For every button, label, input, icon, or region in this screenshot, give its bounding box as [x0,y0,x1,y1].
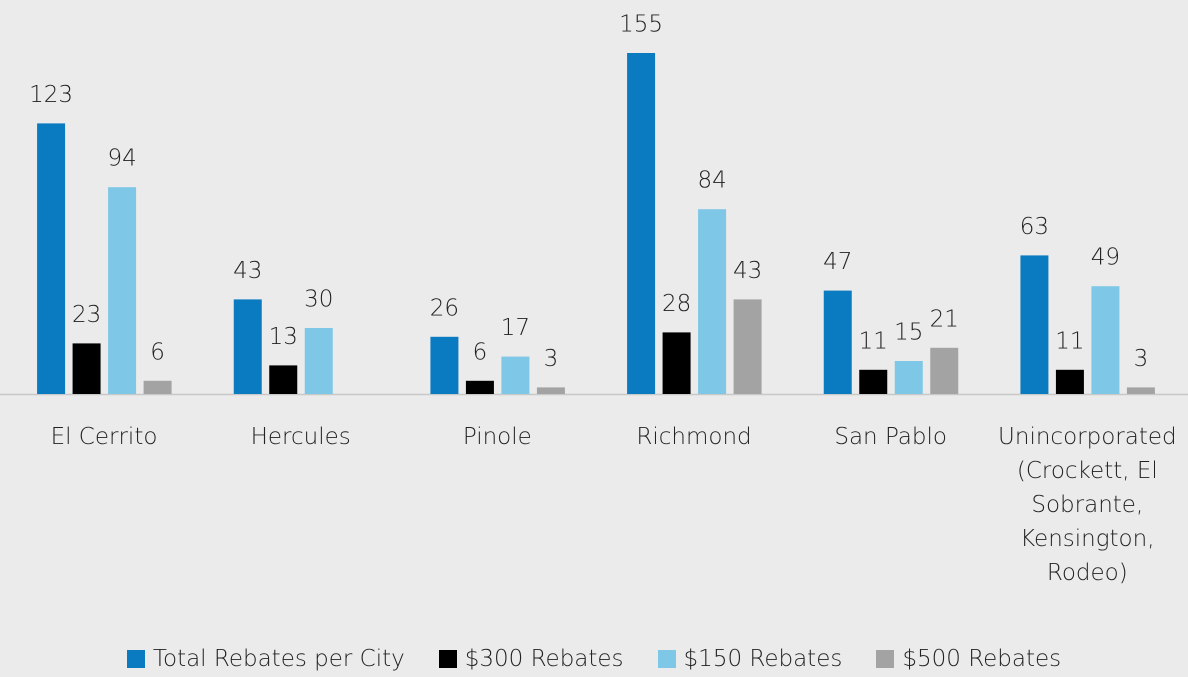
bar [1020,255,1049,394]
data-label: 23 [72,302,101,328]
data-label: 13 [269,324,298,350]
legend-item: $500 Rebates [876,646,1061,672]
data-label: 49 [1091,245,1120,271]
data-label: 43 [233,258,262,284]
legend-label: Total Rebates per City [152,646,405,672]
legend-swatch [438,650,457,668]
x-tick-label: Hercules [250,424,351,450]
bar [501,356,530,394]
data-label: 3 [544,346,559,372]
bar [1126,387,1155,394]
data-label: 21 [930,306,959,332]
x-tick-label: San Pablo [834,424,947,450]
legend-swatch [126,650,145,668]
bar [233,299,262,394]
data-label: 30 [304,287,333,313]
legend-item: $150 Rebates [657,646,843,672]
bar [465,380,494,394]
legend-label: $300 Rebates [464,646,624,672]
data-label: 155 [619,12,663,38]
data-label: 6 [473,339,488,365]
data-label: 3 [1134,346,1149,372]
legend-label: $500 Rebates [902,646,1062,672]
data-label: 63 [1020,214,1049,240]
legend-swatch [876,650,895,668]
bar [304,328,333,394]
data-label: 123 [29,82,73,108]
bar [430,336,459,394]
bar [108,187,137,394]
bar [72,343,101,394]
data-label: 84 [697,168,726,194]
bar [662,332,691,394]
bar [627,53,656,394]
bar [733,299,762,394]
data-label: 28 [662,291,691,317]
x-tick-label: El Cerrito [50,424,158,450]
bar [823,290,852,394]
x-tick-label: Richmond [636,424,752,450]
bar [37,123,66,395]
data-label: 11 [1055,328,1084,354]
legend-label: $150 Rebates [683,646,843,672]
data-label: 94 [107,146,136,172]
legend-item: $300 Rebates [438,646,624,672]
bar [1055,369,1084,394]
bar [536,387,565,394]
data-label: 17 [501,315,530,341]
bar [894,361,923,394]
data-label: 47 [823,249,852,275]
data-label: 26 [430,295,459,321]
bar [143,380,172,394]
legend-swatch [657,650,676,668]
bar [930,347,959,394]
data-label: 43 [733,258,762,284]
legend: Total Rebates per City $300 Rebates $150 R… [0,646,1188,672]
legend-item: Total Rebates per City [126,646,405,672]
bar [698,209,727,394]
bar [859,369,888,394]
x-tick-label: Unincorporated (Crockett, El Sobrante, K… [998,424,1177,586]
data-label: 6 [150,339,165,365]
x-tick-label: Pinole [462,424,532,450]
data-label: 15 [894,320,923,346]
bar [1091,286,1120,394]
data-label: 11 [859,328,888,354]
bar [269,365,298,394]
